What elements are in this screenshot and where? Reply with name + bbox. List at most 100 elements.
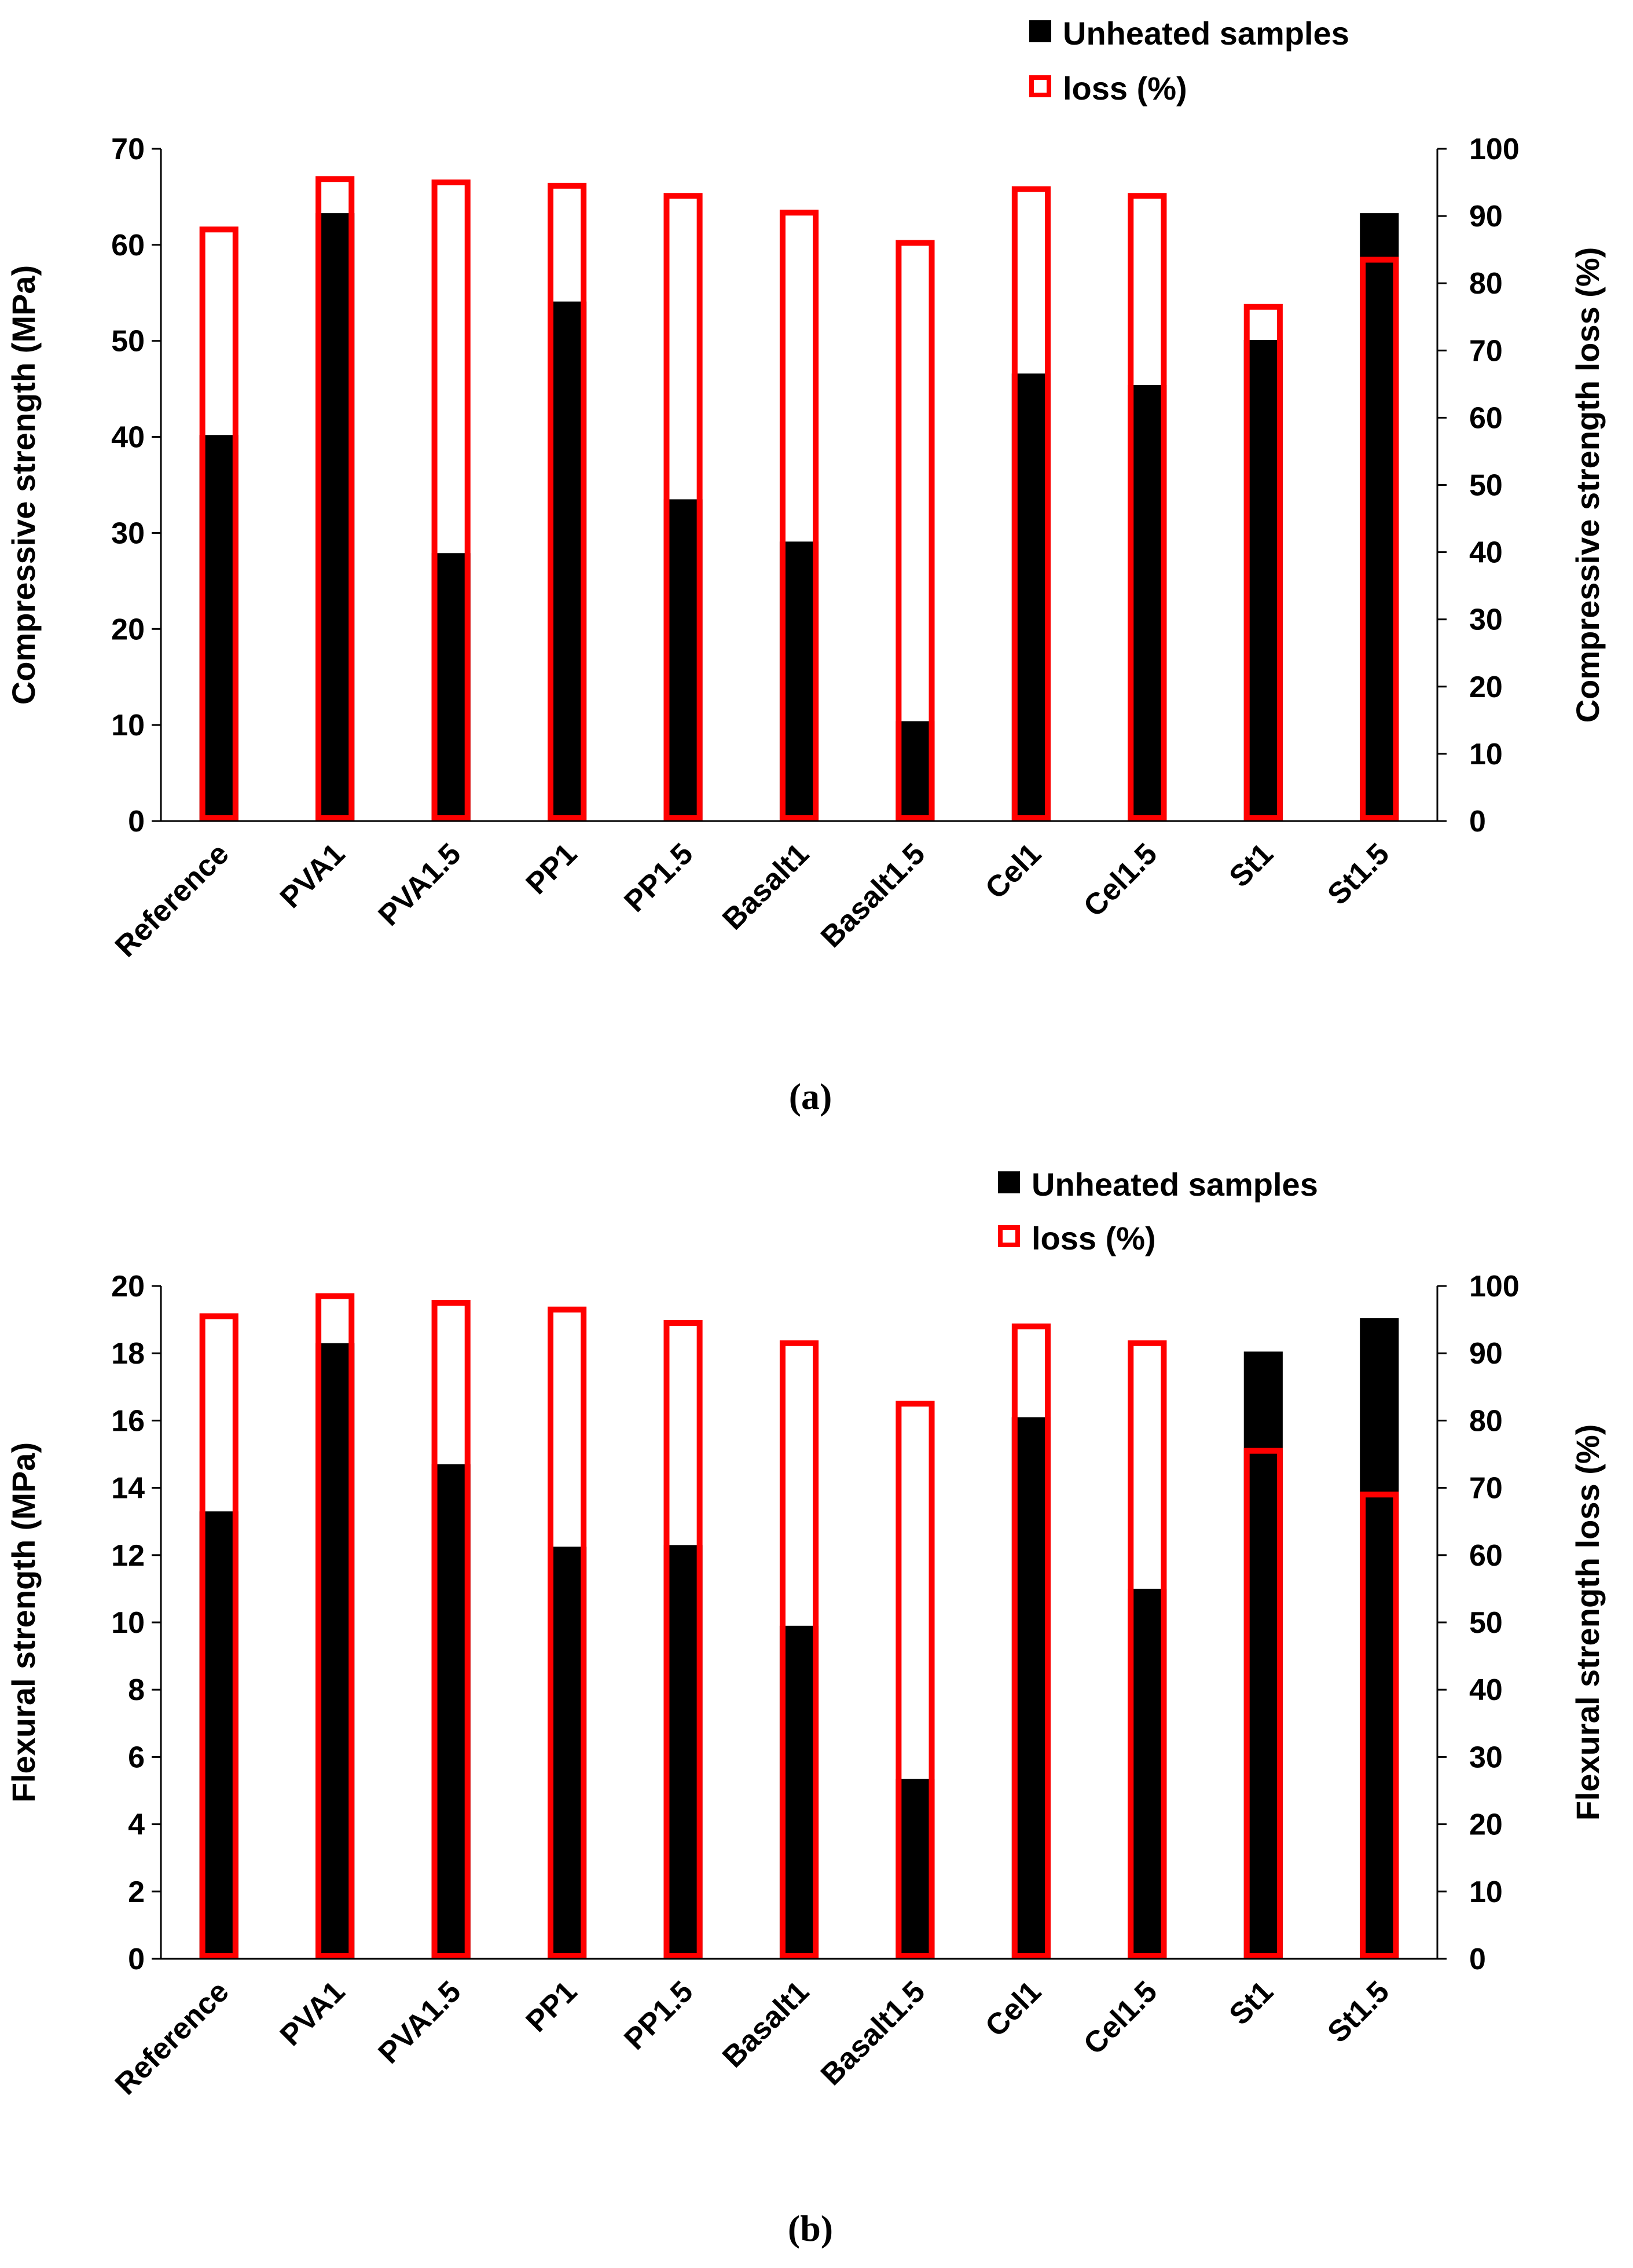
unheated-bar [315, 1343, 355, 1959]
unheated-bar [663, 499, 703, 821]
unheated-bar [663, 1545, 703, 1959]
unheated-bar [896, 721, 935, 821]
figure-caption: (b) [788, 2208, 833, 2249]
right-tick-label: 40 [1469, 1673, 1503, 1707]
category-label: Reference [109, 837, 236, 963]
unheated-bar [315, 213, 355, 822]
category-label: PP1.5 [618, 837, 699, 918]
unheated-bar [896, 1779, 935, 1959]
category-label: PVA1.5 [372, 1974, 468, 2070]
unheated-bar [431, 1464, 471, 1959]
category-label: Cel1.5 [1077, 1974, 1164, 2061]
unheated-bar [779, 1625, 819, 1959]
right-tick-label: 70 [1469, 1472, 1503, 1505]
legend-swatch-loss [998, 1225, 1020, 1247]
left-tick-label: 20 [111, 613, 145, 646]
right-tick-label: 0 [1469, 1943, 1486, 1976]
y-axis-title: Flexural strength (MPa) [5, 1442, 42, 1802]
unheated-bar [1128, 1588, 1167, 1959]
chart-b: 0 2 4 6 8 10 12 14 16 18 20 0 10 20 30 40 50 60 70 80 90 100 R… [5, 1166, 1606, 2249]
right-tick-label: 80 [1469, 1404, 1503, 1438]
right-tick-label: 30 [1469, 1741, 1503, 1774]
right-tick-label: 90 [1469, 200, 1503, 233]
legend-label-unheated: Unheated samples [1032, 1166, 1318, 1203]
right-tick-label: 30 [1469, 603, 1503, 637]
loss-bar [1243, 303, 1283, 821]
unheated-bar [1360, 213, 1399, 822]
loss-bar [431, 179, 471, 821]
unheated-bar [1011, 373, 1051, 821]
loss-bar [896, 240, 935, 822]
loss-bar [1128, 1340, 1167, 1959]
category-label: St1 [1223, 1974, 1280, 2031]
right-tick-label: 100 [1469, 133, 1520, 166]
left-tick-label: 70 [111, 133, 145, 166]
left-tick-label: 18 [111, 1337, 145, 1371]
category-label: PVA1 [274, 837, 351, 914]
left-tick-label: 2 [128, 1875, 145, 1909]
loss-bar [896, 1401, 935, 1959]
chart-a: 0 10 20 30 40 50 60 70 0 10 20 30 40 50 60 70 80 90 100 Ref… [5, 15, 1606, 1117]
category-label: Basalt1.5 [814, 837, 931, 954]
loss-bar [1128, 193, 1167, 821]
right-tick-label: 0 [1469, 805, 1486, 838]
left-tick-label: 40 [111, 421, 145, 455]
category-label: St1 [1223, 837, 1280, 893]
loss-bar [199, 226, 238, 821]
legend-swatch-unheated [998, 1171, 1020, 1193]
figure-caption: (a) [789, 1076, 832, 1117]
left-tick-label: 60 [111, 229, 145, 262]
legend-label-loss: loss (%) [1063, 70, 1187, 107]
right-tick-label: 100 [1469, 1270, 1520, 1303]
legend-swatch-unheated [1029, 20, 1051, 42]
category-label: St1.5 [1321, 1974, 1396, 2049]
category-label: Basalt1 [716, 1974, 816, 2074]
left-tick-label: 0 [128, 805, 145, 838]
y-axis-title-right: Compressive strength loss (%) [1569, 247, 1606, 723]
legend-label-unheated: Unheated samples [1063, 15, 1349, 52]
left-tick-label: 4 [128, 1808, 145, 1842]
category-label: Reference [109, 1974, 236, 2101]
loss-bar [315, 176, 355, 821]
category-label: St1.5 [1321, 837, 1396, 911]
category-label: PP1 [520, 837, 584, 901]
loss-bar [1360, 1492, 1399, 1959]
unheated-bar [1360, 1318, 1399, 1959]
unheated-bar [431, 553, 471, 821]
loss-bar [1243, 1448, 1283, 1959]
loss-bar [663, 1320, 703, 1959]
right-tick-label: 60 [1469, 401, 1503, 435]
category-label: Cel1 [979, 1974, 1048, 2043]
loss-bar [779, 1340, 819, 1959]
loss-bar [548, 1306, 587, 1959]
unheated-bar [199, 1511, 238, 1959]
loss-bar [663, 193, 703, 821]
loss-bar [315, 1293, 355, 1959]
left-tick-label: 16 [111, 1404, 145, 1438]
legend-label-loss: loss (%) [1032, 1220, 1156, 1256]
loss-bar [431, 1300, 471, 1959]
right-tick-label: 50 [1469, 469, 1503, 503]
right-tick-label: 20 [1469, 670, 1503, 704]
right-tick-label: 70 [1469, 334, 1503, 368]
left-tick-label: 30 [111, 516, 145, 550]
loss-bar [199, 1313, 238, 1959]
loss-bar [779, 210, 819, 821]
right-tick-label: 80 [1469, 267, 1503, 301]
loss-bar [1011, 1323, 1051, 1959]
category-label: PP1 [520, 1974, 584, 2039]
left-tick-label: 10 [111, 709, 145, 742]
category-label: PVA1 [274, 1974, 351, 2052]
y-axis-title-right: Flexural strength loss (%) [1569, 1424, 1606, 1821]
category-label: PP1.5 [618, 1974, 699, 2056]
unheated-bar [548, 1547, 587, 1959]
left-tick-label: 10 [111, 1606, 145, 1640]
category-label: Basalt1 [716, 837, 816, 936]
right-tick-label: 20 [1469, 1808, 1503, 1842]
loss-bar [1011, 186, 1051, 821]
right-tick-label: 10 [1469, 738, 1503, 771]
right-tick-label: 50 [1469, 1606, 1503, 1640]
category-label: Cel1.5 [1077, 837, 1164, 923]
left-tick-label: 12 [111, 1539, 145, 1573]
unheated-bar [779, 541, 819, 821]
